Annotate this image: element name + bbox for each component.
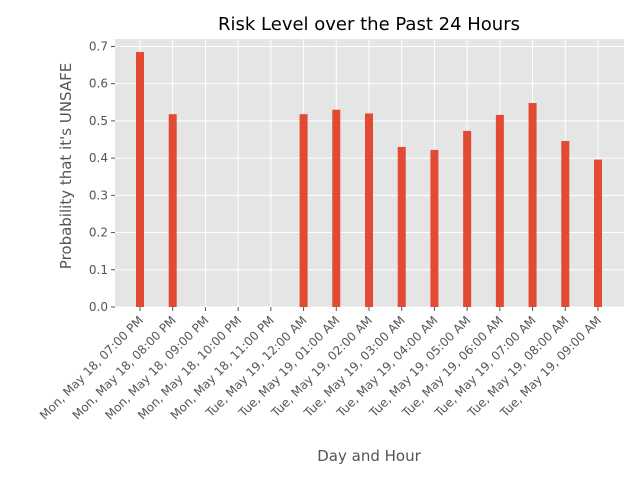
bar [528, 103, 537, 308]
y-tick-label: 0.4 [89, 151, 108, 165]
y-tick-label: 0.3 [89, 188, 108, 202]
bar [136, 52, 144, 308]
bar [430, 149, 439, 307]
bar [463, 130, 472, 307]
y-tick-label: 0.6 [89, 77, 108, 91]
bar [594, 159, 602, 307]
bar [299, 114, 308, 307]
y-ticks: 0.0 0.1 0.2 0.3 0.4 0.5 0.6 0.7 [89, 39, 115, 314]
y-tick-label: 0.5 [89, 114, 108, 128]
chart-title: Risk Level over the Past 24 Hours [218, 14, 520, 35]
bar [365, 113, 373, 307]
bar [332, 109, 341, 307]
y-axis-label: Probability that it's UNSAFE [57, 63, 75, 269]
y-tick-label: 0.0 [89, 300, 108, 314]
bar [168, 114, 177, 307]
bar [561, 140, 570, 307]
y-tick-label: 0.2 [89, 226, 108, 240]
x-axis-label: Day and Hour [317, 447, 421, 465]
bar [397, 146, 406, 307]
bar [495, 114, 504, 307]
y-tick-label: 0.7 [89, 39, 108, 53]
bars [136, 52, 602, 308]
y-tick-label: 0.1 [89, 263, 108, 277]
